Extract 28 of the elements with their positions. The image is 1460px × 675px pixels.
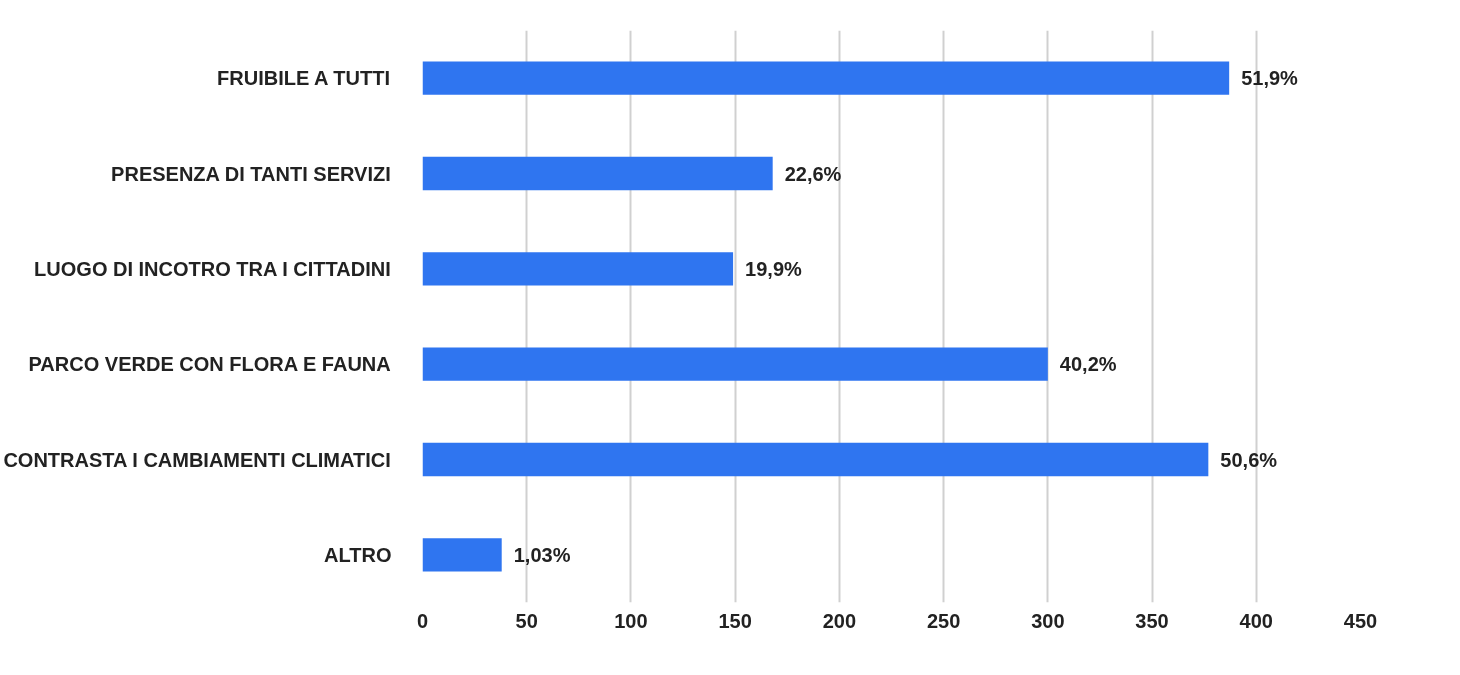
y-tick-label: LUOGO DI INCOTRO TRA I CITTADINI [34,257,391,280]
annotation: 1,03% [513,543,571,566]
bar [422,252,734,286]
y-tick-label: PRESENZA DI TANTI SERVIZI [111,162,391,185]
x-tick-label: 150 [718,609,752,632]
annotation: 19,9% [745,257,803,280]
x-tick-label: 200 [822,609,857,632]
x-tick-label: 450 [1343,609,1378,632]
bar [422,347,1048,381]
x-tick-label: 250 [926,609,961,632]
x-tick-label: 350 [1135,609,1169,632]
bar [422,538,502,572]
annotation: 51,9% [1241,67,1299,90]
x-tick-label: 50 [515,609,538,632]
x-tick-label: 300 [1031,609,1065,632]
bar [422,442,1209,477]
annotation: 50,6% [1220,448,1278,471]
y-tick-label: FRUIBILE A TUTTI [217,67,391,90]
x-tick-label: 400 [1239,609,1273,632]
annotation: 40,2% [1059,353,1117,376]
bar [422,156,773,191]
x-tick-label: 100 [614,609,648,632]
bar [422,61,1230,95]
y-tick-label: CONTRASTA I CAMBIAMENTI CLIMATICI [3,448,391,471]
annotation: 22,6% [784,162,842,185]
y-tick-label: PARCO VERDE CON FLORA E FAUNA [28,353,391,376]
x-tick-label: 0 [416,609,429,632]
y-tick-label: ALTRO [324,543,392,566]
